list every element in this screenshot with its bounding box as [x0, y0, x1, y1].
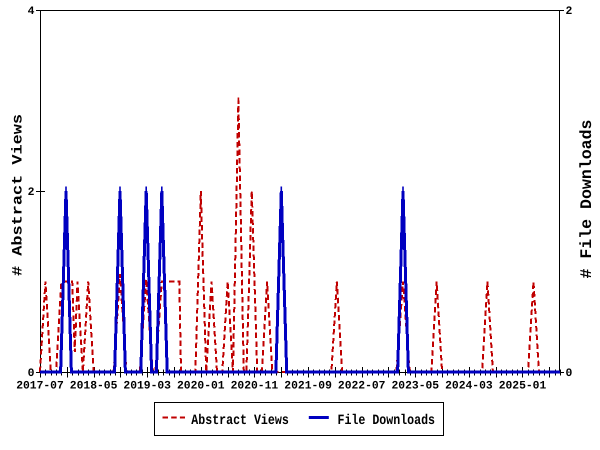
svg-text:# File Downloads: # File Downloads [578, 120, 596, 279]
svg-text:2018-05: 2018-05 [70, 381, 118, 393]
svg-text:2020-01: 2020-01 [177, 381, 225, 393]
svg-text:Abstract Views: Abstract Views [191, 413, 288, 429]
svg-text:0: 0 [28, 368, 35, 380]
svg-text:2019-03: 2019-03 [123, 381, 171, 393]
svg-text:2022-07: 2022-07 [338, 381, 386, 393]
svg-text:2020-11: 2020-11 [231, 381, 279, 393]
svg-text:2024-03: 2024-03 [445, 381, 493, 393]
svg-text:# Abstract Views: # Abstract Views [11, 114, 27, 276]
svg-text:2: 2 [566, 6, 573, 18]
svg-text:0: 0 [566, 368, 573, 380]
svg-text:2023-05: 2023-05 [392, 381, 440, 393]
svg-text:4: 4 [28, 6, 35, 18]
svg-text:2025-01: 2025-01 [499, 381, 547, 393]
svg-text:2021-09: 2021-09 [284, 381, 332, 393]
svg-text:2017-07: 2017-07 [16, 381, 64, 393]
svg-text:File Downloads: File Downloads [338, 413, 436, 429]
svg-text:2: 2 [28, 187, 35, 199]
